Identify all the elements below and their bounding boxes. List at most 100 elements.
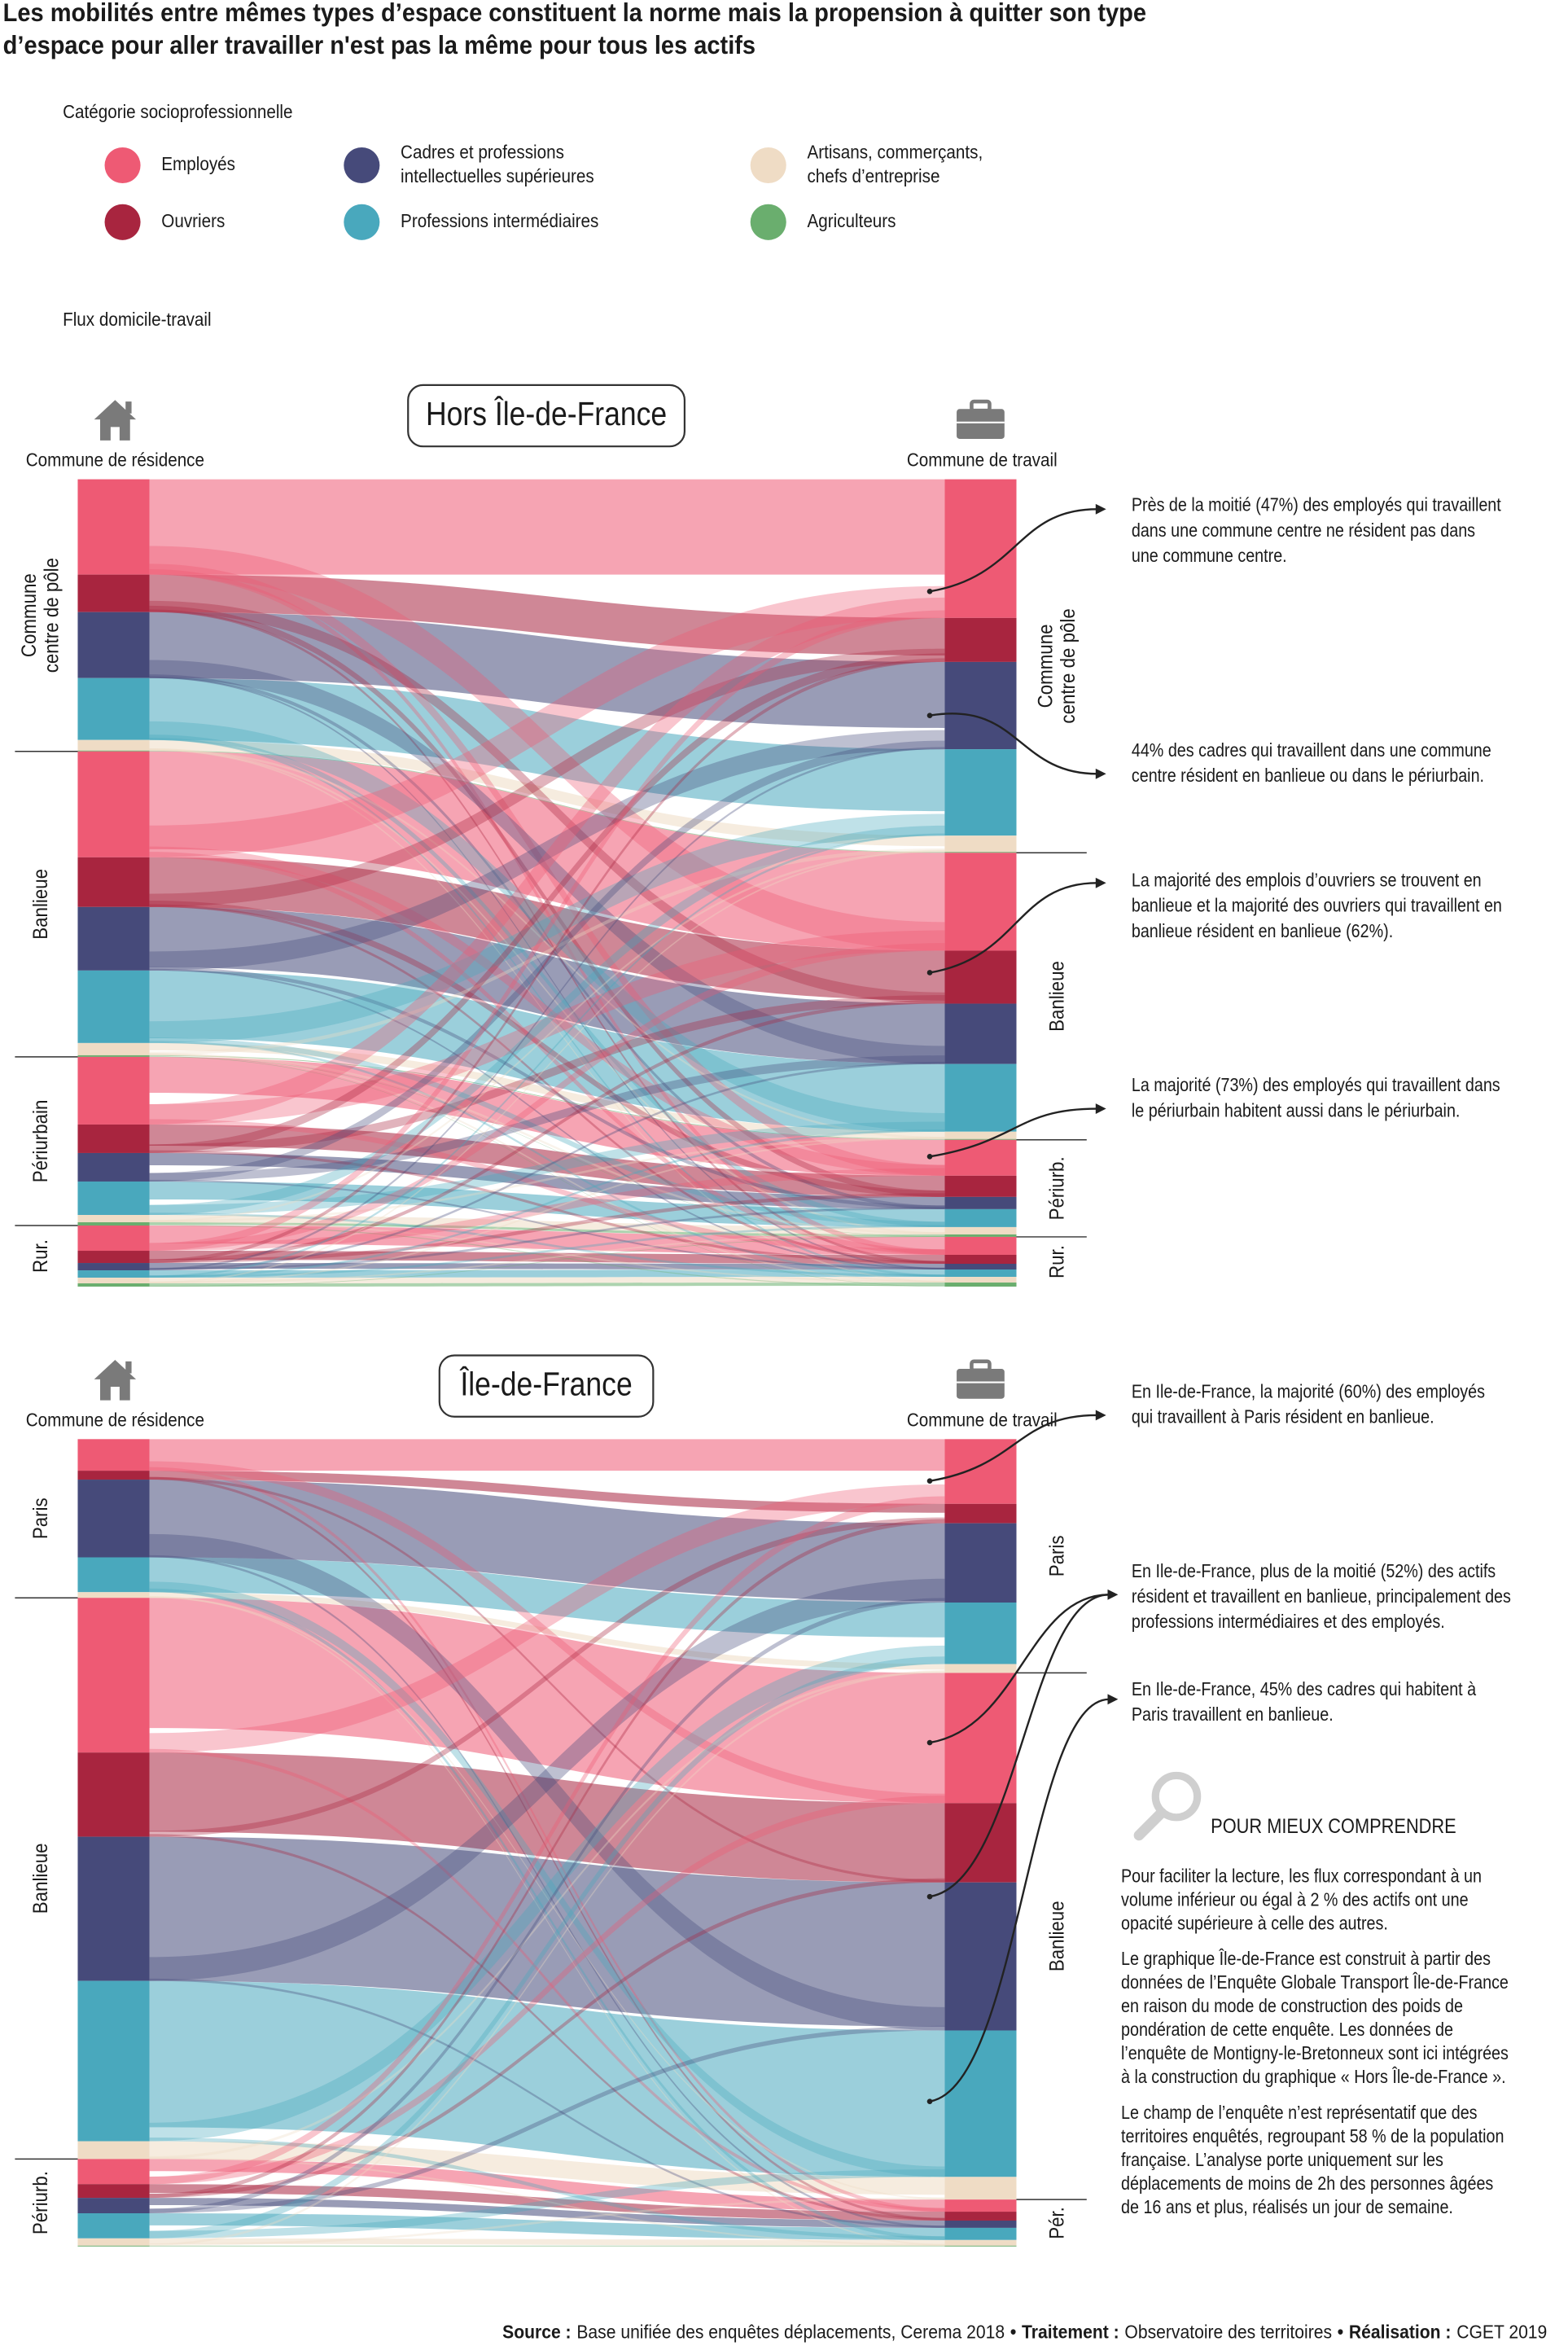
flow	[149, 1670, 945, 2246]
legend-swatch	[104, 147, 141, 184]
flow	[149, 1251, 945, 1264]
flow	[149, 1836, 945, 2027]
flow	[149, 2141, 945, 2195]
flow	[149, 747, 945, 1271]
work-segment	[944, 1664, 1017, 1673]
flow	[149, 2138, 945, 2240]
zone-label: Banlieue	[29, 869, 51, 940]
work-segment	[944, 2177, 1017, 2200]
residence-segment	[77, 1283, 150, 1287]
flow	[149, 1596, 945, 2246]
leader-line	[929, 1594, 1110, 1898]
flow	[149, 1232, 945, 1284]
note-paragraph: Pour faciliter la lecture, les flux corr…	[1121, 1866, 1482, 1887]
leader-arrow	[1095, 1410, 1106, 1421]
footer: Source : Base unifiée des enquêtes déplac…	[502, 2322, 1547, 2343]
residence-segment	[77, 1471, 150, 1480]
flow	[149, 2238, 945, 2246]
flow	[149, 2025, 945, 2214]
leader-arrow	[1095, 1103, 1106, 1114]
flow	[149, 1269, 945, 1278]
flow	[149, 1471, 945, 1513]
annotation: En Ile-de-France, plus de la moitié (52%…	[1132, 1560, 1496, 1581]
flow	[149, 1439, 945, 1471]
legend-label: Professions intermédiaires	[401, 210, 598, 231]
residence-segment	[77, 1263, 150, 1271]
flow	[149, 1000, 945, 1264]
residence-segment	[77, 1980, 150, 2142]
flow	[149, 2245, 945, 2247]
residence-segment	[77, 1214, 150, 1223]
flow	[149, 1581, 945, 2177]
work-segment	[944, 2245, 1017, 2247]
work-segment	[944, 479, 1017, 618]
residence-label: Commune de résidence	[26, 1409, 204, 1430]
note-paragraph: en raison du mode de construction des po…	[1121, 1996, 1463, 2017]
headline: d’espace pour aller travailler n'est pas…	[3, 32, 756, 59]
residence-icon	[94, 400, 137, 441]
residence-segment	[77, 1042, 150, 1055]
leader-line	[929, 508, 1097, 593]
flow	[149, 751, 945, 951]
footer-label: •	[1338, 2322, 1344, 2343]
work-segment	[944, 1277, 1017, 1283]
residence-segment	[77, 1152, 150, 1182]
flow	[149, 1193, 945, 1264]
flow	[149, 1592, 945, 1670]
flow	[149, 546, 945, 951]
flow	[149, 739, 945, 847]
flow	[149, 1041, 945, 1278]
leader-arrow	[1095, 768, 1106, 779]
flow	[149, 2184, 945, 2221]
legend-swatch	[344, 147, 380, 184]
zone-label: Paris	[29, 1497, 51, 1539]
leader-dot	[926, 970, 933, 976]
flow	[149, 1055, 945, 1182]
residence-segment	[77, 2184, 150, 2199]
flow	[149, 609, 945, 1264]
flow	[149, 1484, 945, 1753]
work-segment	[944, 1226, 1017, 1234]
work-segment	[944, 1283, 1017, 1287]
work-segment	[944, 1254, 1017, 1264]
flow	[149, 967, 945, 1209]
zone-label: Rur.	[29, 1239, 51, 1273]
leader-dot	[926, 1893, 933, 1900]
note-paragraph: Le champ de l’enquête n’est représentati…	[1121, 2102, 1478, 2123]
work-segment	[944, 835, 1017, 853]
work-segment	[944, 853, 1017, 951]
flow	[149, 1596, 945, 2200]
note-title: POUR MIEUX COMPRENDRE	[1211, 1815, 1456, 1838]
note-paragraph: pondération de cette enquête. Les donnée…	[1121, 2019, 1453, 2041]
legend-label: Ouvriers	[161, 210, 225, 231]
panel-title: Île-de-France	[459, 1366, 632, 1404]
flow	[149, 1056, 945, 1237]
footer-label: Traitement :	[1022, 2322, 1119, 2343]
footer-label: •	[1010, 2322, 1017, 2343]
flow	[149, 1168, 945, 1252]
work-segment	[944, 852, 1017, 853]
flow	[149, 968, 945, 1270]
flow	[149, 1037, 945, 1227]
flow	[149, 1124, 945, 1197]
foreground: Les mobilités entre mêmes types d’espace…	[3, 0, 1548, 2343]
annotation: banlieue et la majorité des ouvriers qui…	[1132, 895, 1502, 916]
work-segment	[944, 1269, 1017, 1278]
note-paragraph: à la construction du graphique « Hors Îl…	[1121, 2066, 1506, 2088]
leader-dot	[926, 1153, 933, 1160]
work-label: Commune de travail	[907, 449, 1058, 471]
residence-segment	[77, 1124, 150, 1153]
footer-label: Réalisation :	[1349, 2322, 1452, 2343]
flows	[149, 479, 945, 2247]
flow	[149, 674, 945, 1209]
annotation: En Ile-de-France, la majorité (60%) des …	[1132, 1381, 1485, 1402]
note-paragraph: de 16 ans et plus, réalisés un jour de s…	[1121, 2196, 1453, 2217]
leader-line	[929, 882, 1097, 974]
zone-label: Commune	[1035, 624, 1057, 708]
flow	[149, 857, 945, 1001]
flow	[149, 734, 945, 1227]
leader-line	[929, 1107, 1097, 1158]
note-paragraph: l’enquête de Montigny-le-Bretonneux sont…	[1121, 2043, 1509, 2064]
